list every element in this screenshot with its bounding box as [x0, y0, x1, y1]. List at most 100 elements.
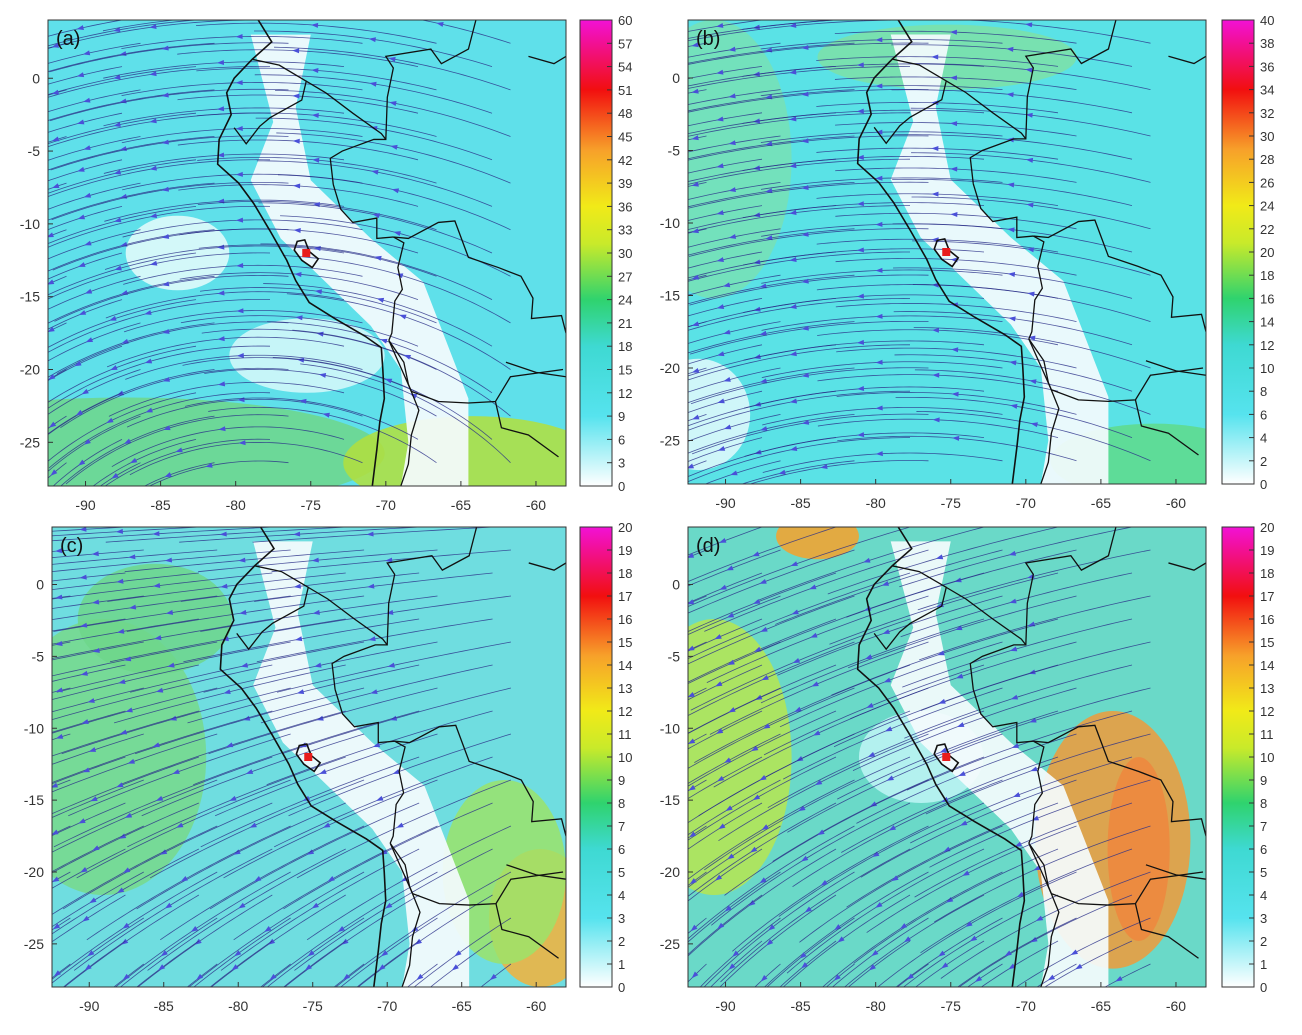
flow-arrow [718, 538, 727, 543]
flow-arrow [812, 730, 821, 736]
flow-arrow [752, 551, 760, 557]
colorbar-tick-label: 6 [1260, 407, 1267, 422]
colorbar-tick-label: 34 [1260, 83, 1274, 98]
flow-arrow [314, 289, 323, 295]
flow-arrow [234, 950, 242, 957]
flow-arrow [814, 779, 823, 786]
y-tick-label: 0 [672, 70, 680, 86]
flow-arrow [84, 964, 92, 971]
flow-arrow [110, 365, 118, 371]
y-tick-label: -10 [24, 720, 44, 736]
speed-patch [442, 780, 566, 964]
flow-arrow [931, 8, 938, 13]
flow-arrow [1030, 766, 1038, 772]
colorbar-gradient [579, 19, 613, 487]
andes-low-speed-zone [890, 34, 1109, 484]
flow-arrow [730, 470, 738, 476]
flow-arrow [48, 374, 56, 380]
flow-arrow [688, 645, 695, 651]
streamline [415, 20, 418, 21]
country-border [873, 58, 947, 145]
flow-arrow [52, 829, 59, 835]
flow-arrow [1006, 46, 1014, 52]
map-area [52, 527, 566, 987]
flow-arrow [81, 388, 89, 395]
flow-arrow [875, 313, 883, 319]
flow-arrow [761, 824, 769, 831]
colorbar-tick-label: 10 [1260, 361, 1274, 376]
x-tick-label: -85 [790, 998, 810, 1014]
flow-arrow [689, 878, 697, 885]
flow-arrow [83, 438, 91, 445]
flow-arrow [716, 163, 724, 169]
study-region-outline [933, 743, 960, 773]
flow-arrow [385, 902, 393, 909]
flow-arrow [732, 950, 740, 957]
flow-arrow [759, 283, 767, 289]
flow-arrow [938, 950, 946, 957]
flow-arrow [92, 845, 100, 851]
colorbar-tick-label: 4 [1260, 431, 1267, 446]
colorbar-tick-label: 10 [1260, 750, 1274, 765]
flow-arrow [311, 68, 319, 74]
colorbar-tick-label: 17 [618, 589, 632, 604]
flow-arrow [817, 829, 825, 836]
flow-arrow [688, 738, 696, 744]
flow-arrow [451, 964, 459, 971]
flow-arrow [48, 279, 55, 285]
flow-arrow [724, 757, 732, 763]
flow-arrow [239, 609, 247, 615]
flow-arrow [719, 584, 727, 590]
colorbar-tick-label: 9 [618, 409, 625, 424]
flow-arrow [158, 964, 166, 971]
flow-arrow [124, 812, 133, 818]
flow-arrow [368, 37, 376, 43]
colorbar-tick-label: 0 [1260, 477, 1267, 492]
flow-arrow [789, 446, 798, 451]
flow-arrow [337, 926, 345, 933]
x-tick-label: -60 [526, 497, 546, 513]
coastline [216, 20, 386, 486]
country-border [969, 20, 1117, 184]
flow-arrow [293, 227, 301, 233]
flow-arrow [765, 235, 773, 241]
flow-arrow [436, 22, 444, 27]
colorbar-tick-label: 60 [618, 13, 632, 28]
country-border [494, 401, 559, 458]
flow-arrow [389, 101, 397, 106]
colorbar-tick-label: 18 [618, 566, 632, 581]
streamline [1054, 20, 1058, 21]
flow-arrow [722, 282, 731, 288]
colorbar-tick-label: 6 [618, 432, 625, 447]
colorbar-tick-label: 15 [618, 363, 632, 378]
flow-arrow [51, 136, 60, 142]
flow-arrow [716, 304, 725, 309]
country-border [1033, 219, 1206, 332]
y-tick-label: -10 [660, 215, 680, 231]
flow-arrow [688, 599, 695, 605]
speed-patch [52, 619, 207, 895]
panel-1: (a) -90 -85 -80 -75 -70 -65 -60 0 -5 -10 -15 -20 -25 0… [20, 13, 633, 513]
map-area [688, 527, 1206, 987]
flow-arrow [801, 185, 809, 191]
flow-arrow [162, 376, 171, 382]
x-tick-label: -90 [79, 998, 99, 1014]
flow-arrow [161, 139, 169, 145]
flow-arrow [716, 69, 724, 75]
flow-arrow [716, 116, 724, 122]
flow-arrow [380, 338, 388, 344]
colorbar-tick-label: 5 [618, 865, 625, 880]
flow-arrow [39, 392, 48, 400]
flow-arrow [296, 357, 305, 363]
flow-arrow [82, 50, 91, 56]
flow-arrow [109, 315, 117, 321]
flow-arrow [314, 662, 322, 668]
country-border [236, 565, 309, 651]
flow-arrow [293, 183, 301, 189]
colorbar-tick-label: 14 [1260, 658, 1274, 673]
y-tick-label: -20 [660, 360, 680, 376]
flow-arrow [691, 135, 699, 141]
x-tick-label: -65 [1091, 998, 1111, 1014]
flow-arrow [931, 191, 939, 197]
country-border [1145, 864, 1206, 880]
